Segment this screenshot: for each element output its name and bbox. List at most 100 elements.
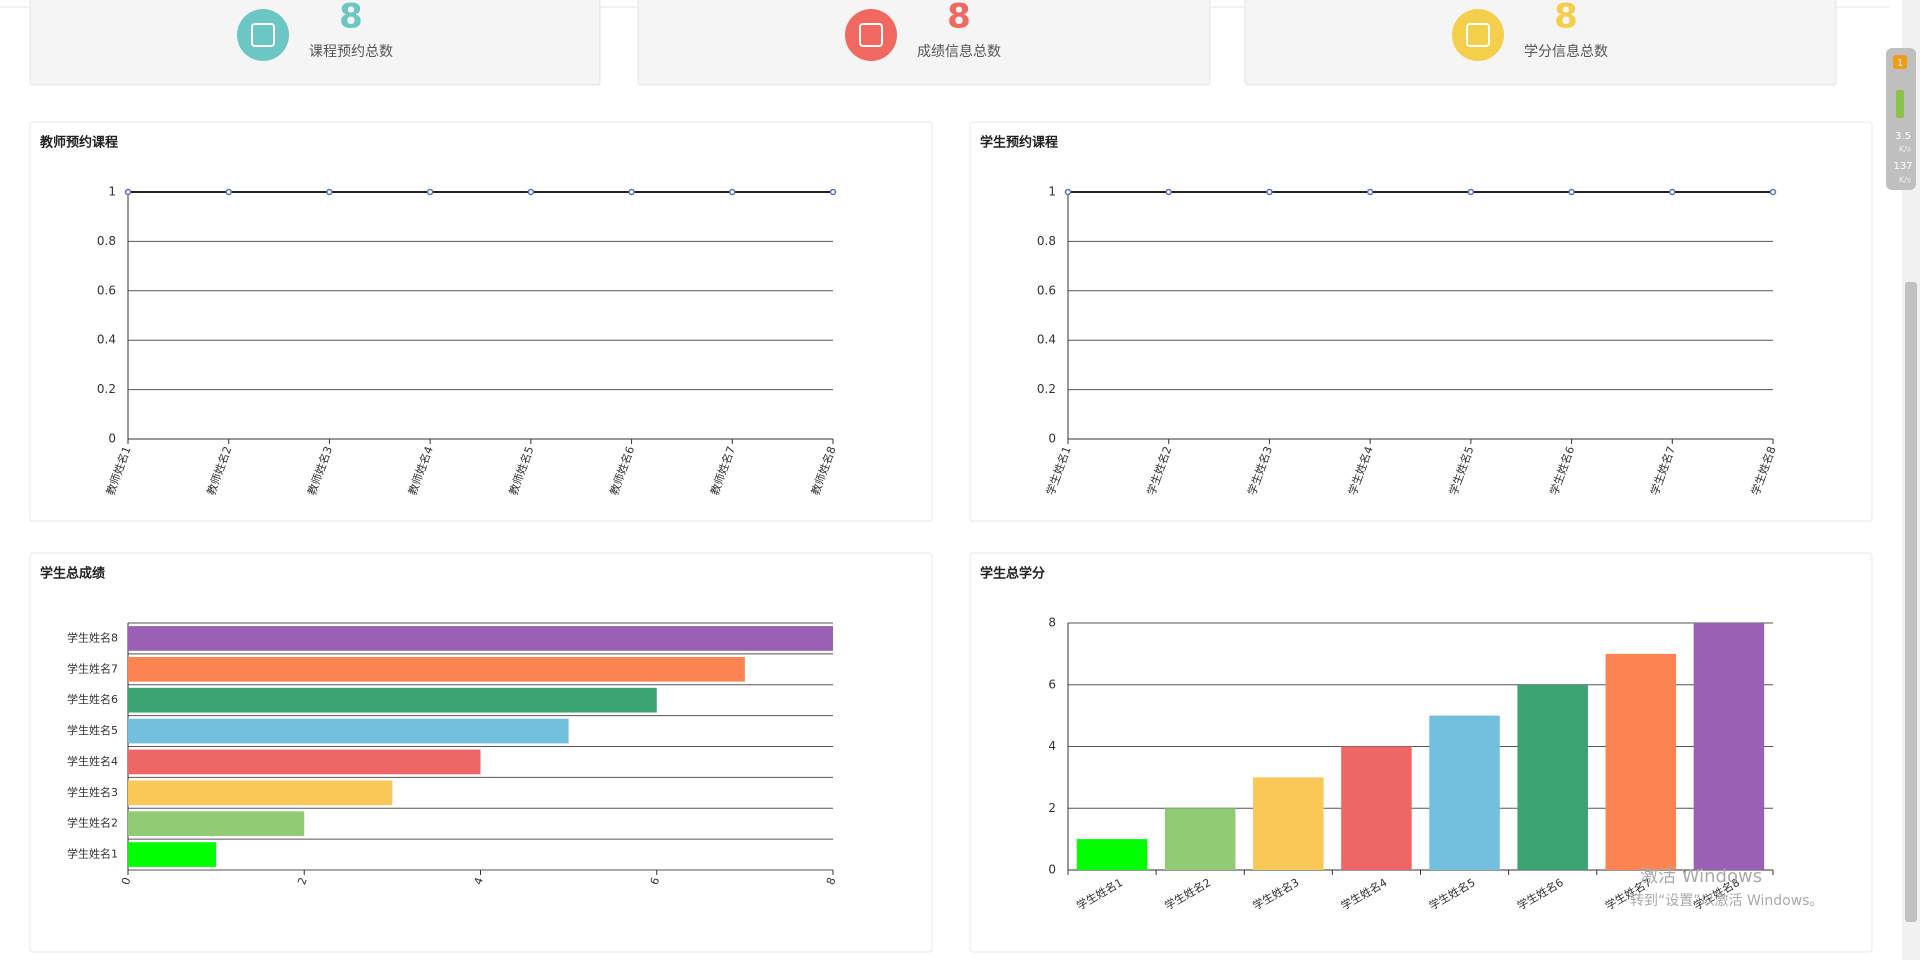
y-tick-label: 0.8 [1037,234,1056,248]
card-label: 课程预约总数 [309,44,393,60]
point [326,188,333,196]
bar [128,718,569,744]
tray-widget[interactable] [1886,48,1916,190]
card-bg [637,0,1211,86]
y-tick-label: 0.2 [97,382,116,396]
chart-title: 学生预约课程 [980,135,1058,151]
tray-badge-bg [1893,55,1907,69]
chart-panel: 学生总成绩 0 2 4 6 8 学生姓名1 学生姓名2 学生姓名3 学生姓名4 学生姓名5 学生姓名6… [29,552,933,953]
bar [128,749,481,775]
tray-up: 3.5 [1895,131,1911,142]
point [1769,188,1777,196]
y-tick-label: 8 [1048,616,1056,630]
card-icon-glyph [1466,23,1490,47]
bar [1076,839,1148,870]
point [628,188,635,196]
tray-down-unit: K/s [1899,176,1911,185]
y-tick-label: 0.4 [97,333,116,347]
watermark-hint: 转到“设置”以激活 Windows。 [1630,892,1823,909]
point [225,188,232,196]
point [1366,188,1374,196]
y-tick-label: 0.8 [97,234,116,248]
bar [1693,623,1765,870]
y-tick-label: 6 [1048,677,1056,691]
y-tick-label: 学生姓名2 [67,816,118,830]
point [1669,188,1676,196]
point [1467,188,1475,196]
chart-title: 学生总成绩 [40,566,105,582]
chart-title: 教师预约课程 [39,135,118,151]
y-tick-label: 0 [1048,863,1056,877]
y-tick-label: 学生姓名8 [67,630,118,644]
card-bg [1244,0,1837,86]
y-tick-label: 学生姓名6 [67,692,118,706]
card-label: 学分信息总数 [1524,43,1608,60]
watermark-title: 激活 Windows [1640,866,1762,887]
card-value: 8 [947,0,971,37]
chart-title: 学生总学分 [980,566,1045,582]
y-tick-label: 0.6 [1037,283,1056,297]
y-tick-label: 0.4 [1037,333,1056,347]
x-tick-label: 0 [119,876,134,887]
point [1165,188,1172,196]
bar [128,811,305,837]
card-value: 8 [1554,0,1578,37]
card-bg [29,0,601,86]
card-icon [1452,9,1504,61]
y-tick-label: 学生姓名1 [67,847,118,861]
y-tick-label: 学生姓名7 [67,661,118,675]
tray-badge: 1 [1897,58,1903,69]
bar [1605,653,1677,870]
y-tick-label: 4 [1048,739,1056,753]
bar [1253,777,1324,870]
y-tick-label: 1 [108,185,116,199]
y-tick-label: 1 [1048,185,1056,199]
bar [1517,684,1588,870]
bar [128,656,745,682]
stat-card: 8 课程预约总数 [29,0,601,86]
point [1266,188,1273,196]
card-value: 8 [339,0,363,37]
bar [128,687,657,713]
bar [1341,746,1412,870]
card-icon-glyph [859,23,883,47]
y-tick-label: 学生姓名5 [67,723,118,737]
point [1064,188,1072,196]
point [124,188,132,196]
card-icon [237,9,289,61]
tray-up-unit: K/s [1899,145,1911,154]
card-icon-glyph [251,23,275,47]
point [729,188,736,196]
point [527,188,535,196]
stat-card: 8 学分信息总数 [1244,0,1837,86]
stat-card: 8 成绩信息总数 [637,0,1211,86]
card-label: 成绩信息总数 [917,43,1001,60]
point [426,188,434,196]
bar [128,842,217,867]
x-tick-label: 4 [472,876,487,887]
point [829,188,837,196]
panel-bg [29,552,933,953]
bar [128,780,393,806]
x-tick-label: 6 [648,876,663,887]
scrollbar-thumb[interactable] [1905,282,1917,922]
bar [128,626,833,651]
x-tick-label: 8 [824,876,839,887]
y-tick-label: 学生姓名4 [67,754,118,768]
panel-bg [29,121,933,522]
panel-bg [969,121,1873,522]
y-tick-label: 0 [1048,432,1056,446]
tray-meter [1896,90,1904,118]
y-tick-label: 0 [108,432,116,446]
tray-down: 137 [1893,161,1912,172]
y-tick-label: 2 [1048,801,1056,815]
x-tick-label: 2 [295,876,310,887]
y-tick-label: 0.6 [97,283,116,297]
point [1568,188,1575,196]
